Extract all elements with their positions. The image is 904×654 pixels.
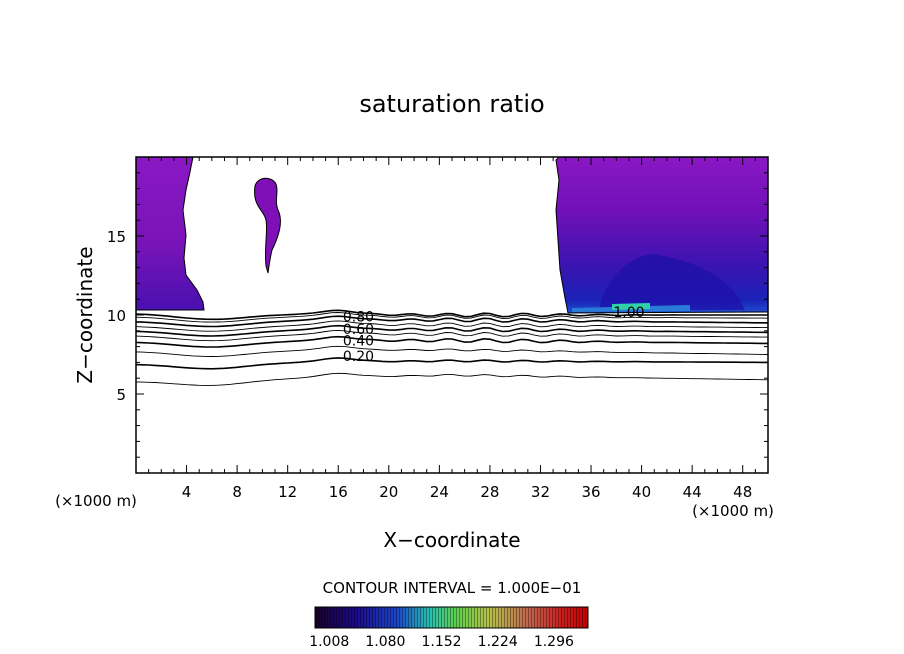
- contour-line: [136, 320, 768, 332]
- contour-label: 0.20: [343, 349, 374, 365]
- colorbar-tick-labels: 1.008 1.080 1.152 1.224 1.296: [309, 634, 574, 650]
- x-unit-left: (×1000 m): [55, 492, 137, 510]
- x-tick-label: 12: [278, 483, 297, 501]
- x-tick-label: 4: [182, 483, 192, 501]
- y-tick-label: 10: [107, 307, 126, 325]
- colorbar-tick-label: 1.080: [365, 634, 405, 650]
- colorbar-frame: [314, 606, 589, 629]
- x-axis-ticks: 4 8 12 16 20 24 28 32 36 40 44 48: [148, 157, 756, 501]
- colorbar-tick-label: 1.224: [478, 634, 518, 650]
- colorbar-tick-label: 1.152: [422, 634, 462, 650]
- y-tick-label: 15: [107, 228, 126, 246]
- right-column-deep-core: [600, 254, 745, 310]
- contour-line: [136, 324, 768, 337]
- colorbar: [314, 606, 589, 629]
- contour-line: [136, 315, 768, 328]
- contour-label: 1.00: [613, 305, 644, 321]
- x-tick-label: 48: [733, 483, 752, 501]
- right-column-max-band-highlight: [612, 303, 650, 310]
- shaded-regions: [136, 157, 768, 314]
- contour-lines: [136, 309, 768, 386]
- contour-label: 0.60: [343, 322, 374, 338]
- contour-line: [136, 309, 768, 321]
- x-tick-label: 28: [480, 483, 499, 501]
- colorbar-tick-label: 1.008: [309, 634, 349, 650]
- contour-line: [136, 345, 768, 357]
- contour-labels: 0.200.400.600.80 1.00: [343, 305, 645, 365]
- x-tick-label: 24: [430, 483, 449, 501]
- left-supersaturated-column: [136, 157, 205, 311]
- y-tick-label: 5: [116, 386, 126, 404]
- contour-line: [136, 329, 768, 342]
- y-axis-ticks: 5 10 15: [107, 172, 768, 458]
- colorbar-hatch: [315, 607, 588, 628]
- contour-line: [136, 335, 768, 348]
- contour-label: 0.80: [343, 310, 374, 326]
- x-tick-label: 36: [581, 483, 600, 501]
- contour-line: [136, 372, 768, 386]
- x-tick-label: 32: [531, 483, 550, 501]
- x-tick-label: 40: [632, 483, 651, 501]
- x-tick-label: 20: [379, 483, 398, 501]
- contour-line: [136, 312, 768, 323]
- contour-interval-text: CONTOUR INTERVAL = 1.000E−01: [323, 579, 582, 597]
- small-supersaturated-blob: [254, 177, 281, 274]
- right-supersaturated-column: [555, 157, 768, 314]
- colorbar-tick-label: 1.296: [534, 634, 574, 650]
- x-tick-label: 16: [329, 483, 348, 501]
- x-tick-label: 8: [232, 483, 242, 501]
- chart-title: saturation ratio: [359, 90, 544, 118]
- y-axis-label: Z−coordinate: [73, 246, 97, 383]
- contour-label: 0.40: [343, 333, 374, 349]
- x-axis-label: X−coordinate: [383, 528, 520, 552]
- x-tick-label: 44: [683, 483, 702, 501]
- contour-line: [136, 357, 768, 370]
- x-unit-right: (×1000 m): [692, 502, 774, 520]
